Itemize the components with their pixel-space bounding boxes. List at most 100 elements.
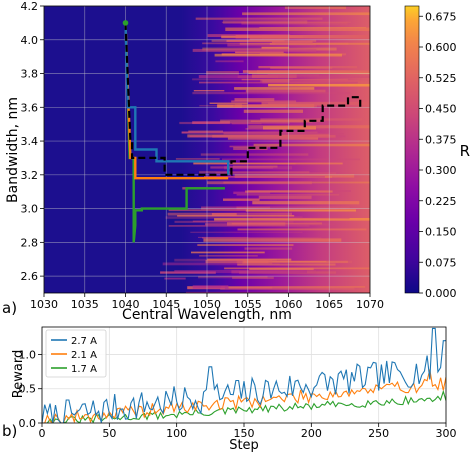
heatmap-streak (192, 220, 317, 222)
colorbar-tick-label: 0.225 (425, 195, 457, 208)
heatmap-streak (162, 262, 280, 266)
colorbar-tick-label: 0.000 (425, 287, 457, 300)
heatmap-streak (231, 270, 317, 274)
heatmap-streak (232, 276, 274, 279)
heatmap-streak (261, 35, 370, 39)
panel-label-b: b) (2, 422, 17, 440)
reward-x-ticks: 0 50 100 150 200 250 300 (39, 423, 457, 440)
heatmap-streak (209, 102, 248, 104)
heatmap-streak (247, 260, 327, 263)
reward-legend-label: 1.7 A (71, 364, 97, 375)
heatmap-streak (197, 244, 294, 246)
heatmap-streak (199, 81, 358, 84)
heatmap-streak (227, 137, 319, 140)
heatmap-streak (204, 176, 325, 178)
heatmap-streak (220, 287, 355, 290)
heatmap-streak (223, 20, 308, 24)
heatmap-streak (271, 40, 313, 44)
heatmap-streak (237, 75, 370, 78)
heatmap-streak (207, 181, 312, 185)
heatmap-y-tick-label: 2.6 (21, 270, 39, 283)
heatmap-path-blue (124, 22, 230, 175)
heatmap-streak (188, 130, 223, 133)
heatmap-streak (261, 101, 370, 105)
heatmap-streak (233, 104, 317, 108)
colorbar-tick-label: 0.675 (425, 10, 457, 23)
reward-y-ticks: 0.0 0.5 1.0 (19, 348, 42, 430)
reward-legend-label: 2.7 A (71, 336, 97, 347)
heatmap-streak (231, 100, 297, 103)
heatmap-panel (44, 6, 370, 293)
heatmap-streak (198, 275, 268, 279)
heatmap-x-tick-label: 1050 (193, 298, 221, 311)
reward-line-blue (42, 327, 446, 423)
heatmap-y-tick-label: 4.2 (21, 0, 39, 13)
heatmap-streak (185, 291, 290, 293)
heatmap-streak (168, 209, 249, 212)
heatmap-paths (122, 20, 362, 243)
heatmap-x-tick-label: 1060 (275, 298, 303, 311)
reward-y-tick-label: 0.5 (19, 383, 37, 396)
reward-x-tick-label: 250 (368, 427, 389, 440)
heatmap-streak (258, 195, 312, 199)
heatmap-streak (223, 133, 344, 135)
heatmap-streak (259, 53, 286, 56)
heatmap-streak (200, 153, 309, 156)
heatmap-streak (235, 51, 284, 54)
heatmap-streak (214, 218, 370, 221)
panel-label-a: a) (2, 299, 17, 317)
colorbar-tick-label: 0.450 (425, 103, 457, 116)
heatmap-streak (260, 118, 363, 121)
heatmap-streak (175, 158, 220, 160)
heatmap-y-axis-label: Bandwidth, nm (5, 97, 21, 203)
heatmap-streak (269, 42, 370, 45)
heatmap-streak (267, 73, 320, 77)
heatmap-streak (203, 238, 342, 242)
heatmap-streak (245, 89, 326, 93)
heatmap-streak (207, 258, 292, 261)
heatmap-streak (210, 166, 274, 169)
heatmap-streak (201, 206, 271, 210)
heatmap-y-tick-label: 3.2 (21, 169, 39, 182)
heatmap-streak (231, 222, 322, 225)
heatmap-streak (258, 66, 358, 69)
heatmap-streak (260, 79, 290, 83)
heatmap-streak (241, 78, 348, 81)
heatmap-streak (284, 6, 346, 9)
reward-x-tick-label: 150 (234, 427, 255, 440)
heatmap-x-tick-label: 1040 (112, 298, 140, 311)
heatmap-y-tick-label: 4.0 (21, 34, 39, 47)
reward-legend-label: 2.1 A (71, 350, 97, 361)
heatmap-x-axis-label: Central Wavelength, nm (122, 307, 292, 323)
heatmap-streak (199, 171, 310, 174)
heatmap-y-tick-label: 3.0 (21, 203, 39, 216)
heatmap-streak (243, 260, 348, 263)
heatmap-streak (226, 39, 285, 42)
heatmap-streak (221, 21, 351, 24)
heatmap-y-tick-label: 3.4 (21, 135, 39, 148)
heatmap-streak (253, 143, 370, 147)
heatmap-x-tick-label: 1055 (234, 298, 262, 311)
heatmap-streak (250, 120, 324, 123)
colorbar-label: R (460, 142, 470, 160)
reward-x-tick-label: 100 (166, 427, 187, 440)
heatmap-streak (234, 98, 275, 102)
heatmap-streak (212, 134, 336, 138)
heatmap-streak (199, 255, 258, 257)
reward-x-tick-label: 50 (102, 427, 116, 440)
heatmap-streak (244, 247, 293, 250)
heatmap-streak (268, 102, 329, 106)
heatmap-streak (230, 162, 296, 165)
heatmap-streak (237, 228, 367, 231)
heatmap-grid (44, 6, 370, 293)
colorbar-tick-label: 0.075 (425, 256, 457, 269)
reward-legend-box (45, 329, 107, 378)
heatmap-streak (168, 225, 310, 227)
reward-x-tick-label: 300 (436, 427, 457, 440)
heatmap-streak (242, 70, 370, 73)
heatmap-streak (192, 48, 317, 52)
colorbar (404, 5, 420, 294)
heatmap-streak (192, 121, 230, 124)
heatmap-streak (233, 191, 271, 194)
heatmap-streak (195, 17, 323, 20)
